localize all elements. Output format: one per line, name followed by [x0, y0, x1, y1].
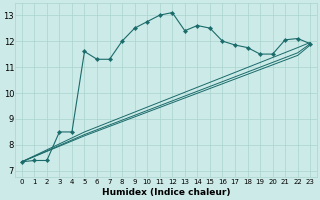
- X-axis label: Humidex (Indice chaleur): Humidex (Indice chaleur): [102, 188, 230, 197]
